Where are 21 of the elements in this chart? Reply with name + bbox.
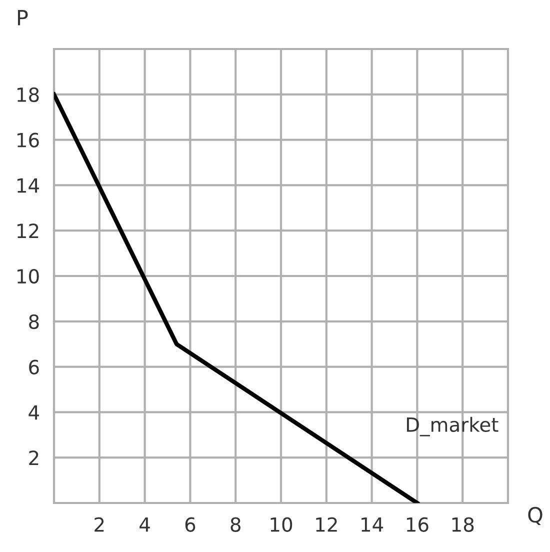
x-tick-label: 8 (230, 517, 240, 532)
y-tick-label: 8 (29, 314, 39, 330)
y-tick-label: 4 (28, 405, 40, 420)
x-tick-label: 16 (406, 517, 428, 532)
x-tick-label: 12 (316, 517, 337, 532)
y-tick-label: 10 (18, 268, 39, 284)
x-tick-label: 6 (185, 517, 196, 532)
y-tick-label: 6 (29, 360, 39, 374)
x-tick-label: 2 (94, 517, 104, 532)
y-tick-label: 16 (18, 132, 39, 148)
x-axis-title: Q (528, 506, 542, 526)
y-axis-title: P (18, 10, 28, 26)
y-tick-label: 18 (18, 87, 39, 102)
y-tick-label: 2 (29, 450, 38, 465)
x-tick-label: 4 (140, 517, 150, 532)
y-tick-label: 14 (18, 178, 40, 193)
x-tick-label: 10 (270, 517, 292, 532)
y-tick-label: 12 (18, 224, 38, 238)
x-tick-label: 18 (452, 517, 474, 532)
x-tick-label: 14 (362, 517, 384, 532)
text: D_market (406, 416, 498, 436)
